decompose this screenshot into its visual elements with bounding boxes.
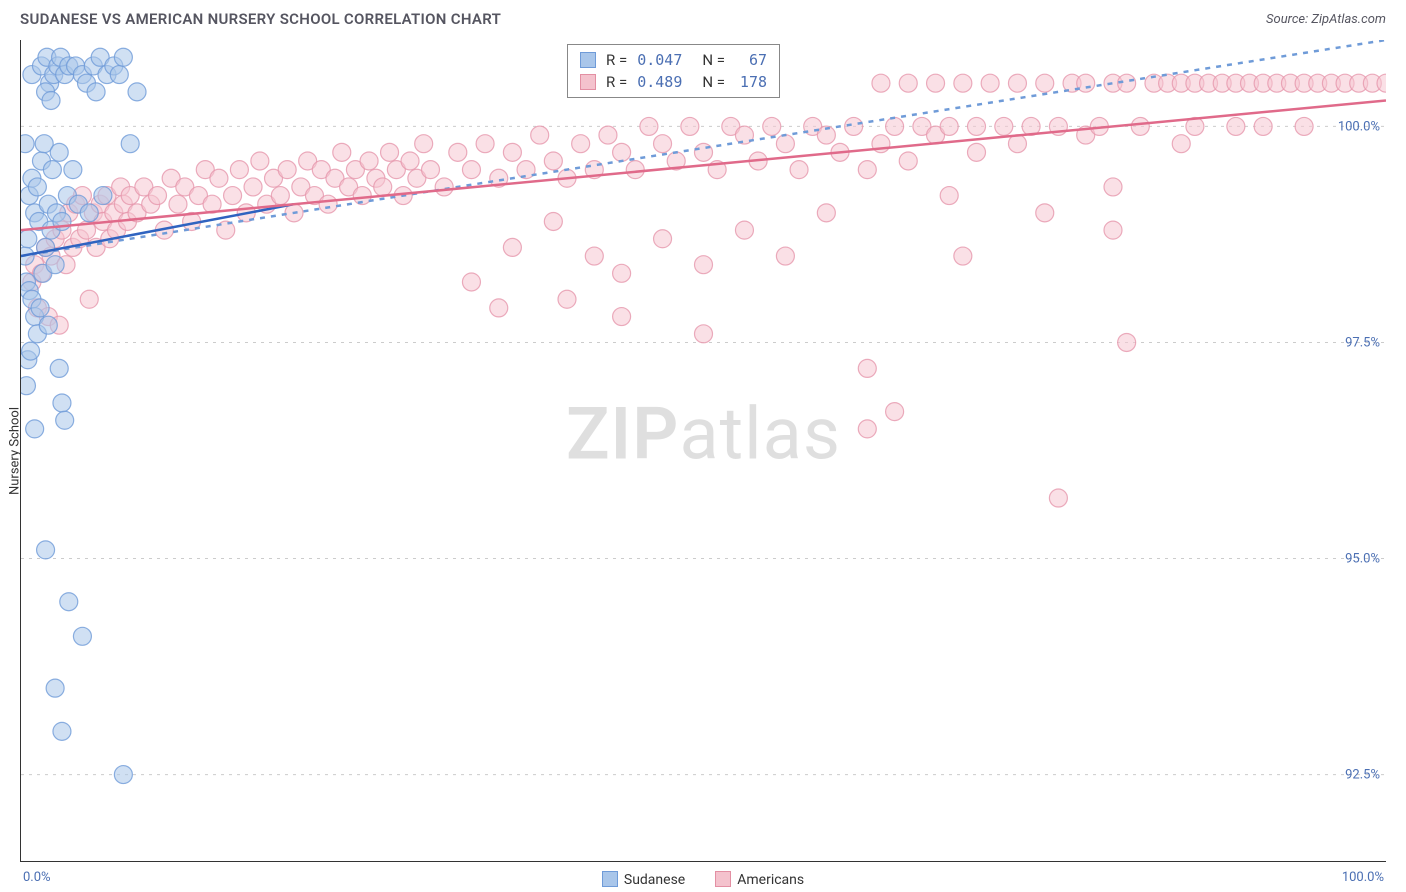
series1-swatch-icon: [580, 52, 596, 68]
n-label: N =: [702, 71, 725, 93]
chart-title: SUDANESE VS AMERICAN NURSERY SCHOOL CORR…: [20, 10, 501, 28]
svg-text:92.5%: 92.5%: [1345, 768, 1380, 783]
svg-text:100.0%: 100.0%: [1338, 119, 1380, 134]
source-label: Source: ZipAtlas.com: [1266, 12, 1386, 27]
legend-item-sudanese: Sudanese: [602, 871, 685, 888]
series2-r-value: 0.489: [637, 71, 682, 93]
n-label: N =: [702, 49, 725, 71]
footer-legend: Sudanese Americans: [0, 871, 1406, 888]
series1-r-value: 0.047: [637, 49, 682, 71]
svg-text:95.0%: 95.0%: [1345, 552, 1380, 567]
series2-swatch-icon: [580, 74, 596, 90]
r-label: R =: [606, 49, 627, 71]
scatter-plot: 92.5% 95.0% 97.5% 100.0%: [21, 40, 1386, 861]
americans-swatch-icon: [715, 871, 731, 887]
sudanese-swatch-icon: [602, 871, 618, 887]
r-label: R =: [606, 71, 627, 93]
legend-item-americans: Americans: [715, 871, 804, 888]
series2-n-value: 178: [735, 71, 767, 93]
stats-legend-box: R = 0.047 N = 67 R = 0.489 N = 178: [567, 44, 780, 98]
series1-n-value: 67: [735, 49, 767, 71]
svg-text:97.5%: 97.5%: [1345, 335, 1380, 350]
plot-area: Nursery School 92.5%95.0%97.5%100.0% ZIP…: [20, 40, 1386, 862]
